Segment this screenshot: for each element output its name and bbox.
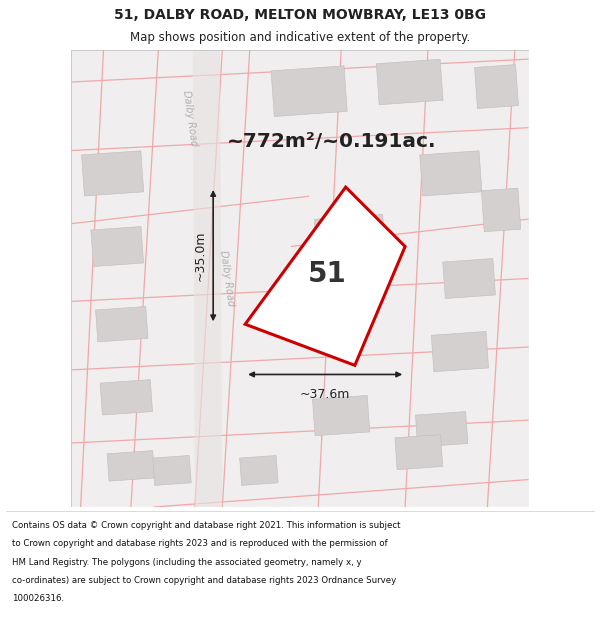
Text: ~35.0m: ~35.0m [193, 231, 206, 281]
Text: 51, DALBY ROAD, MELTON MOWBRAY, LE13 0BG: 51, DALBY ROAD, MELTON MOWBRAY, LE13 0BG [114, 8, 486, 22]
Text: Map shows position and indicative extent of the property.: Map shows position and indicative extent… [130, 31, 470, 44]
Text: Contains OS data © Crown copyright and database right 2021. This information is : Contains OS data © Crown copyright and d… [12, 521, 401, 530]
Polygon shape [271, 66, 347, 116]
Text: Dalby Road: Dalby Road [218, 250, 236, 307]
Polygon shape [395, 434, 443, 470]
Polygon shape [153, 456, 191, 486]
Polygon shape [481, 188, 521, 232]
Polygon shape [314, 214, 386, 269]
Polygon shape [475, 64, 518, 109]
Text: to Crown copyright and database rights 2023 and is reproduced with the permissio: to Crown copyright and database rights 2… [12, 539, 388, 549]
Text: co-ordinates) are subject to Crown copyright and database rights 2023 Ordnance S: co-ordinates) are subject to Crown copyr… [12, 576, 396, 585]
Text: HM Land Registry. The polygons (including the associated geometry, namely x, y: HM Land Registry. The polygons (includin… [12, 558, 362, 567]
Text: ~37.6m: ~37.6m [300, 388, 350, 401]
Polygon shape [95, 306, 148, 342]
Text: 51: 51 [308, 260, 347, 288]
Polygon shape [431, 331, 488, 372]
Text: 100026316.: 100026316. [12, 594, 64, 603]
Polygon shape [193, 50, 223, 507]
Text: Dalby Road: Dalby Road [181, 90, 199, 147]
Text: ~772m²/~0.191ac.: ~772m²/~0.191ac. [227, 132, 437, 151]
Polygon shape [82, 151, 143, 196]
Polygon shape [443, 259, 496, 299]
Polygon shape [313, 396, 370, 436]
Polygon shape [100, 379, 152, 415]
Polygon shape [376, 59, 443, 105]
Polygon shape [420, 151, 482, 196]
Polygon shape [415, 412, 468, 447]
Polygon shape [107, 451, 155, 481]
Polygon shape [239, 456, 278, 486]
Polygon shape [245, 187, 405, 366]
Polygon shape [91, 226, 143, 266]
